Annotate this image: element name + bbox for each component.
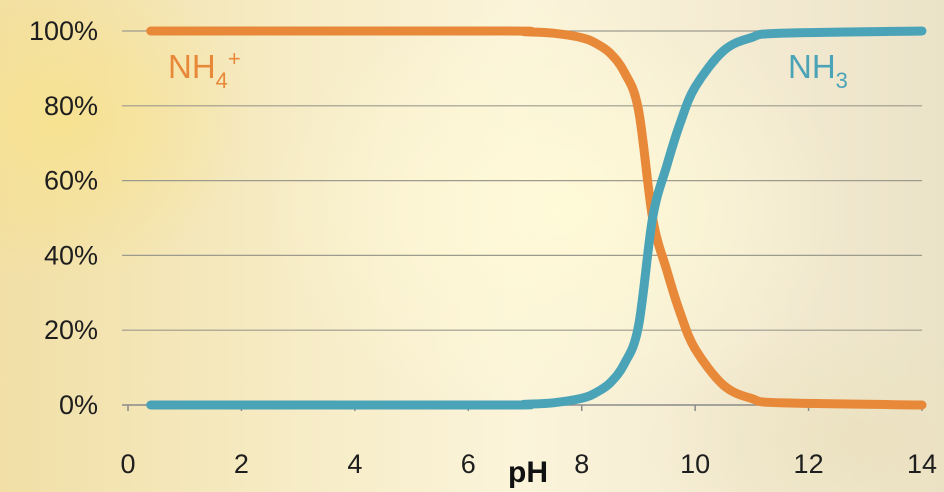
series-label-nh4: NH4+ [168, 46, 241, 93]
x-tick-label: 4 [347, 449, 362, 479]
series-label-superscript: + [228, 46, 241, 71]
x-tick-label: 10 [680, 449, 710, 479]
series-labels: NH4+ NH3 [168, 46, 848, 93]
y-tick-label: 80% [44, 91, 98, 121]
series-line-nh4 [146, 26, 927, 410]
gridlines [122, 30, 922, 406]
series-label-main: NH [788, 48, 836, 85]
series-label-main: NH [168, 48, 216, 85]
series-lines [146, 26, 927, 410]
series-line-nh3 [146, 26, 927, 410]
x-tick-label: 6 [461, 449, 476, 479]
y-tick-label: 40% [44, 240, 98, 270]
x-tick-label: 0 [120, 449, 135, 479]
x-tick-label: 8 [574, 449, 589, 479]
series-label-subscript: 3 [836, 68, 848, 93]
x-tick-label: 2 [234, 449, 249, 479]
y-tick-label: 100% [29, 16, 98, 46]
axes: 0% 20% 40% 60% 80% 100% 0 2 4 6 8 10 12 14 [29, 16, 937, 479]
y-tick-label: 0% [59, 390, 98, 420]
series-label-nh3: NH3 [788, 48, 848, 93]
x-axis-title: pH [508, 456, 548, 489]
y-tick-label: 60% [44, 166, 98, 196]
series-label-subscript: 4 [216, 68, 228, 93]
y-tick-label: 20% [44, 315, 98, 345]
x-tick-label: 12 [794, 449, 824, 479]
x-tick-label: 14 [907, 449, 937, 479]
